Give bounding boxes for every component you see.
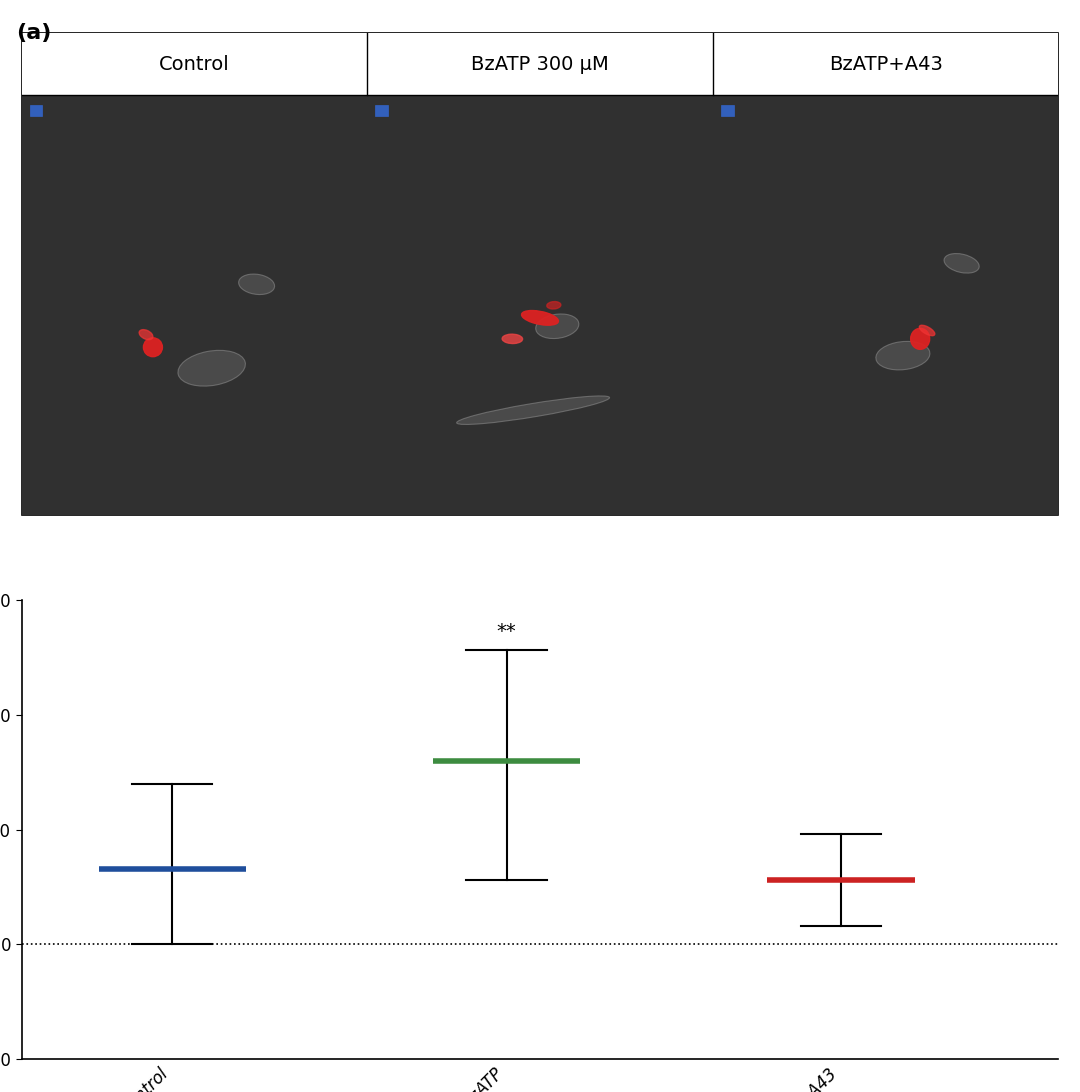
Ellipse shape [546, 301, 561, 309]
Ellipse shape [144, 337, 162, 357]
Ellipse shape [239, 274, 274, 295]
Ellipse shape [536, 314, 579, 339]
Bar [367, 95, 713, 515]
Text: Control: Control [159, 55, 230, 73]
Ellipse shape [919, 325, 935, 335]
Ellipse shape [944, 253, 980, 273]
Ellipse shape [457, 396, 609, 425]
Bar [22, 95, 367, 515]
Bar [721, 105, 733, 116]
Ellipse shape [876, 342, 930, 370]
Ellipse shape [139, 330, 153, 340]
Ellipse shape [178, 351, 245, 387]
Bar [713, 95, 1058, 515]
Bar [22, 33, 1058, 95]
Bar [376, 105, 388, 116]
Text: BzATP+A43: BzATP+A43 [828, 55, 943, 73]
Text: **: ** [497, 622, 516, 641]
Ellipse shape [910, 329, 930, 349]
Bar [30, 105, 42, 116]
Text: (a): (a) [16, 23, 52, 43]
Text: BzATP 300 μM: BzATP 300 μM [471, 55, 609, 73]
Ellipse shape [522, 310, 558, 325]
Ellipse shape [502, 334, 523, 344]
